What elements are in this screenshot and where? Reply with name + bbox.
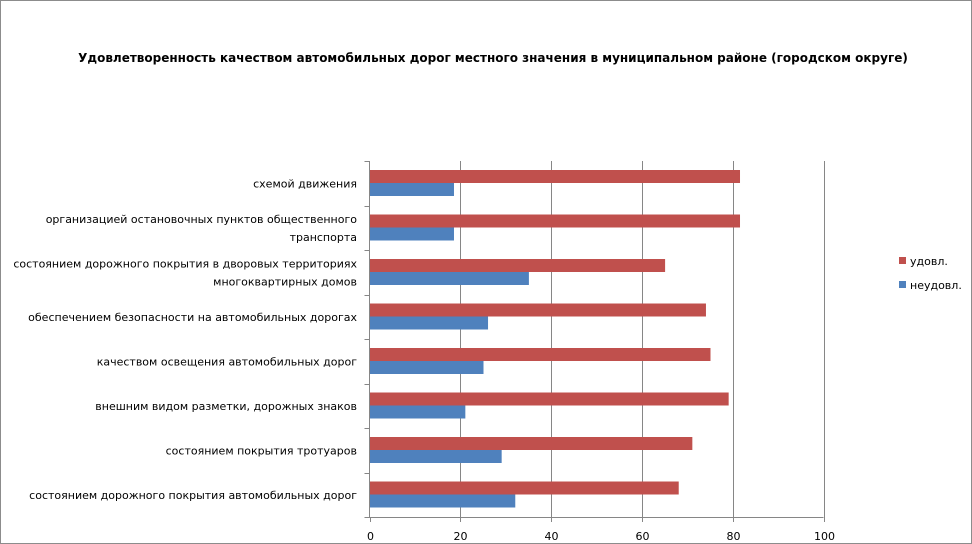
bar-unsatisfied — [370, 361, 484, 374]
bar-satisfied — [370, 392, 729, 406]
category-label: обеспечением безопасности на автомобильн… — [28, 311, 357, 324]
legend-label: удовл. — [910, 255, 948, 268]
bar-satisfied — [370, 481, 679, 495]
legend-label: неудовл. — [910, 279, 962, 292]
bar-unsatisfied — [370, 227, 454, 241]
bar-unsatisfied — [370, 494, 516, 508]
legend-swatch — [899, 257, 906, 264]
bar-satisfied — [370, 437, 693, 450]
category-label: транспорта — [290, 231, 357, 244]
bar-unsatisfied — [370, 405, 466, 419]
bar-unsatisfied — [370, 272, 529, 285]
bar-unsatisfied — [370, 450, 502, 463]
category-label: организацией остановочных пунктов общест… — [46, 213, 358, 226]
bar-unsatisfied — [370, 183, 454, 196]
x-tick-label: 0 — [367, 530, 374, 543]
bar-satisfied — [370, 259, 666, 272]
category-label: качеством освещения автомобильных дорог — [97, 355, 357, 368]
category-label: состоянием покрытия тротуаров — [166, 444, 357, 457]
bar-unsatisfied — [370, 316, 489, 330]
category-label: внешним видом разметки, дорожных знаков — [95, 400, 357, 413]
chart-title: Удовлетворенность качеством автомобильны… — [78, 51, 908, 65]
category-label: состоянием дорожного покрытия в дворовых… — [13, 257, 357, 270]
legend-swatch — [899, 281, 906, 288]
x-tick-label: 20 — [454, 530, 468, 543]
x-tick-label: 100 — [814, 530, 835, 543]
bar-satisfied — [370, 303, 706, 317]
category-label: состоянием дорожного покрытия автомобиль… — [29, 489, 357, 502]
x-tick-label: 40 — [545, 530, 559, 543]
category-label: схемой движения — [253, 177, 357, 190]
bar-satisfied — [370, 170, 741, 183]
x-tick-label: 60 — [636, 530, 650, 543]
bar-satisfied — [370, 214, 741, 228]
x-tick-label: 80 — [727, 530, 741, 543]
category-label: многоквартирных домов — [213, 275, 357, 288]
bar-satisfied — [370, 348, 711, 361]
